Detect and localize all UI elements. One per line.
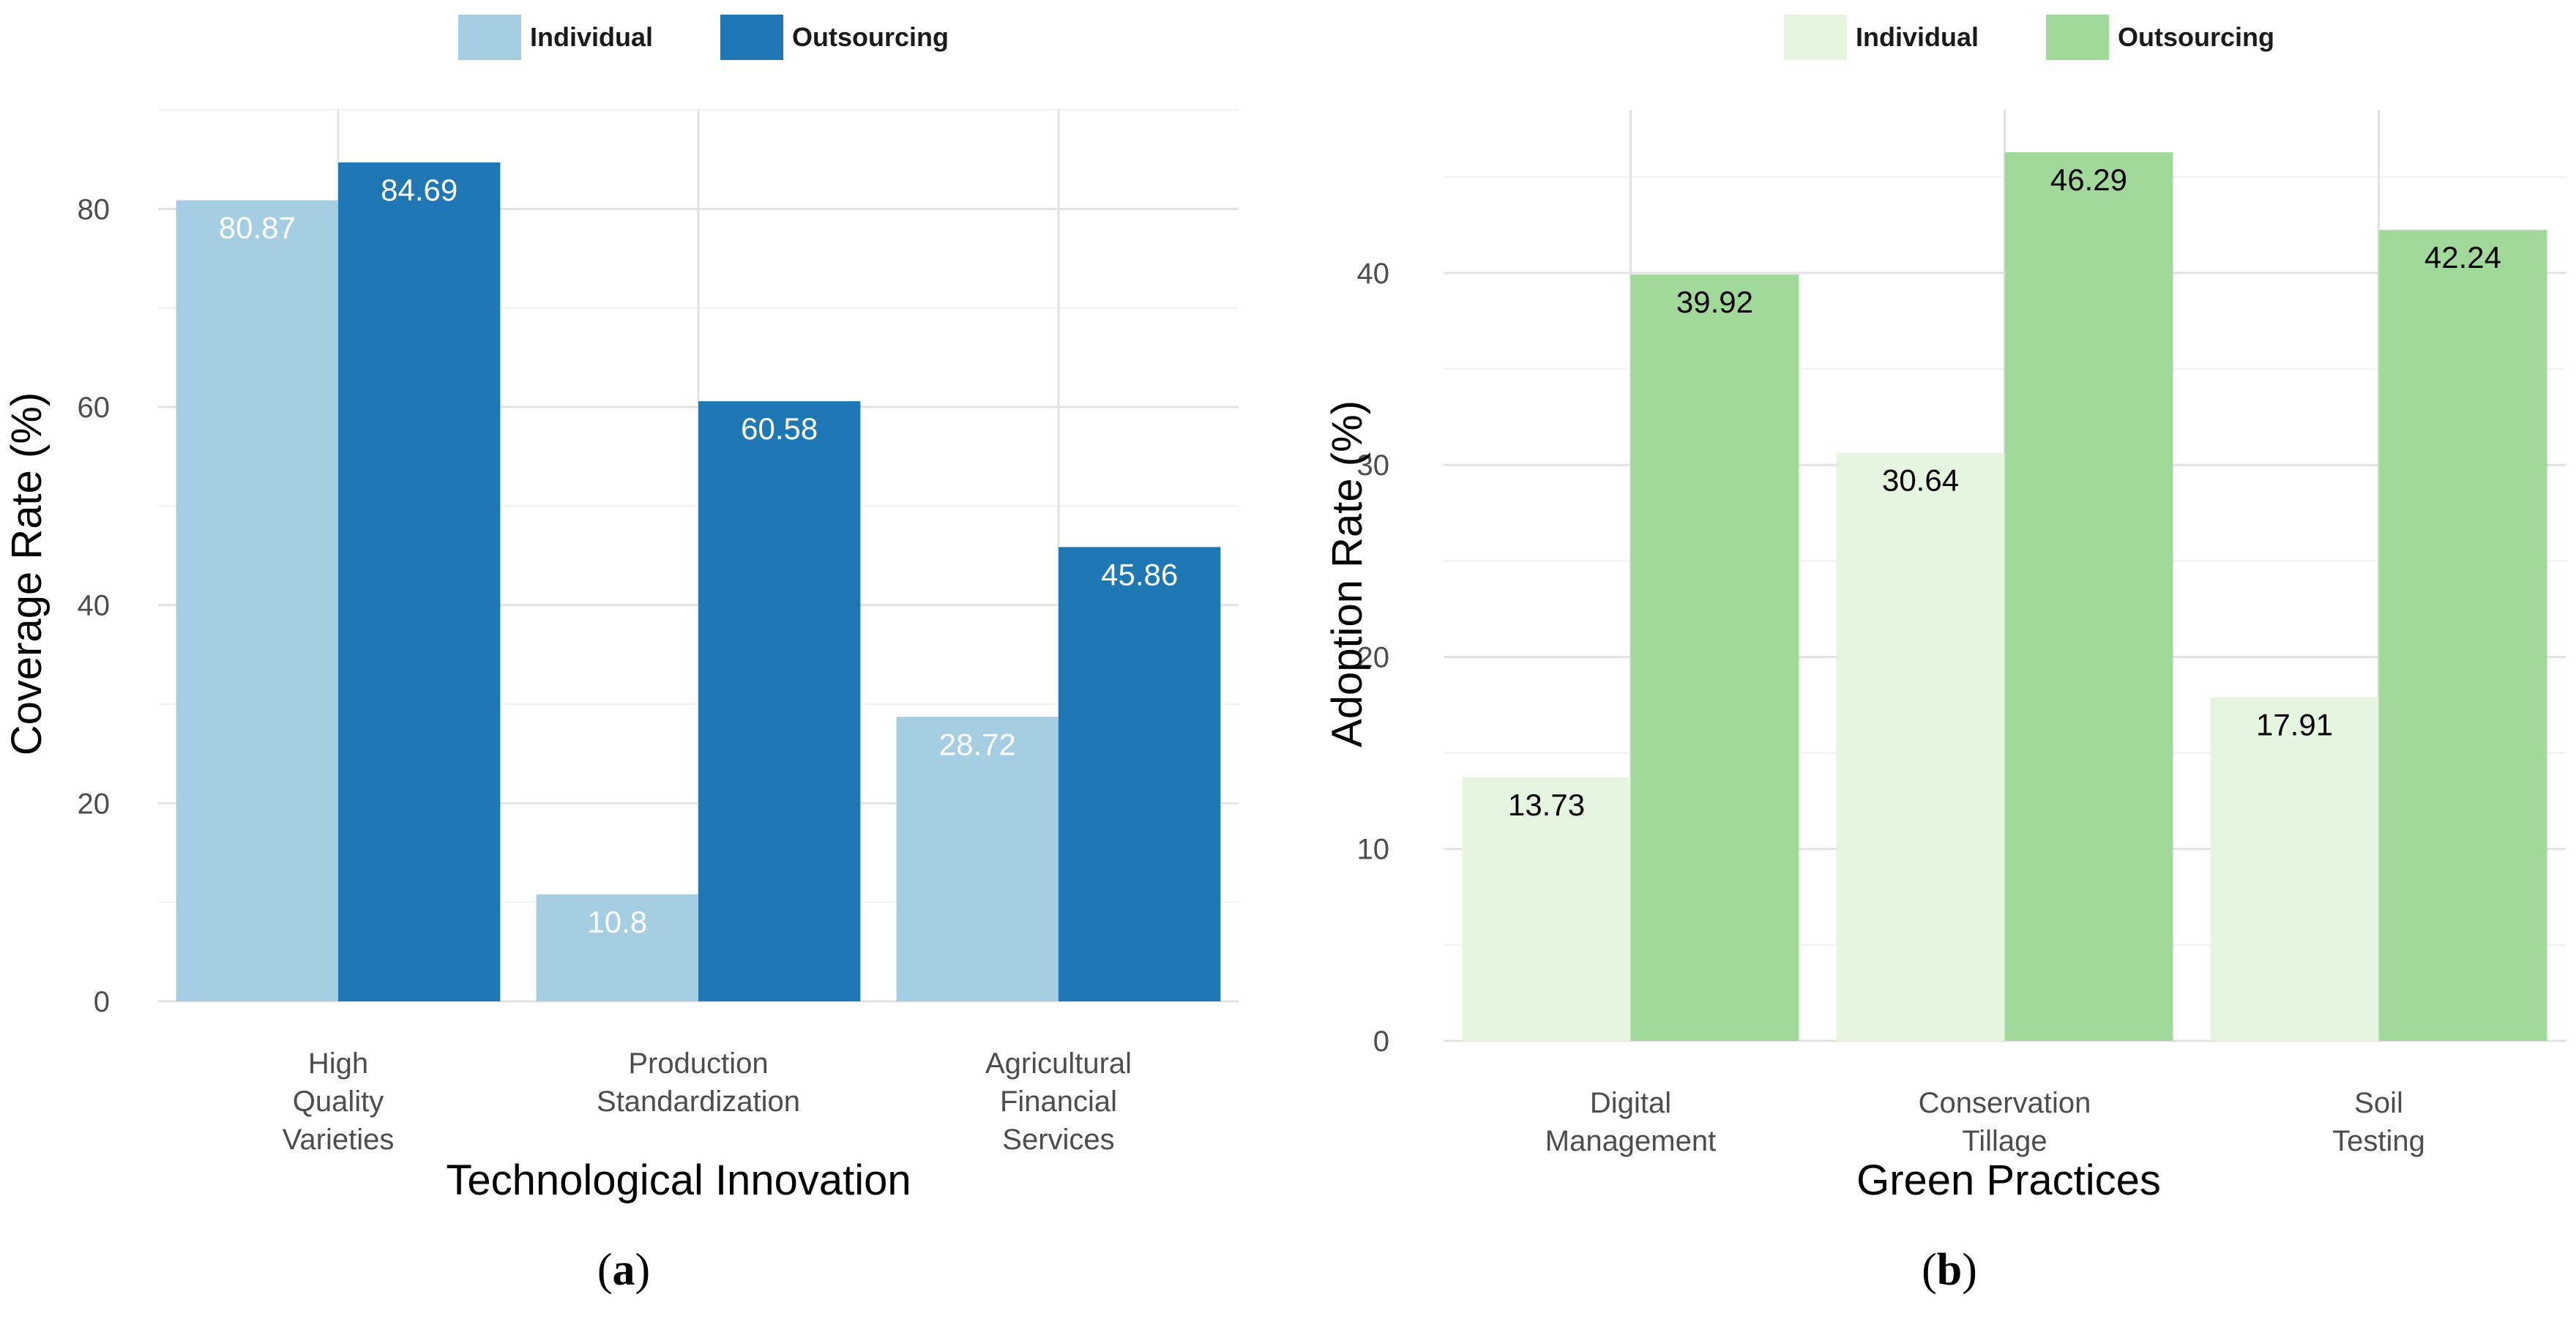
legend-label: Individual <box>530 22 653 52</box>
panel-label: (a) <box>597 1245 650 1295</box>
x-category-label: Soil <box>2354 1087 2403 1119</box>
x-category-label: Digital <box>1590 1087 1671 1119</box>
bar-individual-3 <box>2210 697 2379 1041</box>
y-tick-label: 60 <box>78 392 111 424</box>
chart-panel-a: 0 20 40 60 80 80.87 10.8 28.72 84.69 60.58 45.86 Hi… <box>3 15 1239 1295</box>
x-axis-title: Technological Innovation <box>446 1157 911 1204</box>
y-tick-label: 30 <box>1357 449 1390 482</box>
legend-label: Outsourcing <box>2118 22 2274 52</box>
x-category-label: Conservation <box>1919 1087 2091 1119</box>
bar-individual-2 <box>1836 452 2005 1041</box>
x-category-label: Management <box>1545 1125 1716 1157</box>
bar-outsourcing-3 <box>2378 230 2547 1041</box>
data-label: 17.91 <box>2256 707 2333 741</box>
bar-outsourcing-1 <box>1630 274 1799 1041</box>
y-tick-label: 20 <box>78 788 111 820</box>
x-category-label: Financial <box>1000 1086 1117 1118</box>
data-label: 13.73 <box>1508 788 1585 822</box>
bar-individual-3 <box>896 717 1059 1001</box>
y-tick-label: 20 <box>1357 641 1390 673</box>
data-label: 46.29 <box>2050 162 2127 197</box>
y-axis-title: Coverage Rate (%) <box>3 392 51 755</box>
data-label: 84.69 <box>381 173 458 207</box>
x-category-label: Standardization <box>597 1086 800 1118</box>
panel-label-close: ) <box>1962 1245 1977 1295</box>
bar-outsourcing-2 <box>698 401 861 1001</box>
legend-swatch-individual <box>458 15 521 60</box>
y-tick-label: 80 <box>78 193 111 225</box>
panel-label-letter: a <box>613 1245 635 1295</box>
data-label: 30.64 <box>1882 463 1959 497</box>
data-label: 80.87 <box>219 211 296 245</box>
legend-swatch-individual <box>1784 15 1847 60</box>
data-label: 28.72 <box>939 727 1016 761</box>
bar-outsourcing-1 <box>338 162 501 1001</box>
y-tick-label: 0 <box>1373 1025 1389 1058</box>
x-category-label: Services <box>1002 1124 1114 1156</box>
data-label: 45.86 <box>1101 557 1178 591</box>
legend: Individual Outsourcing <box>1784 15 2274 60</box>
panel-label-open: ( <box>597 1245 613 1295</box>
x-axis-title: Green Practices <box>1856 1157 2161 1204</box>
x-category-label: High <box>308 1047 368 1080</box>
y-tick-label: 40 <box>78 590 111 622</box>
chart-panel-b: 0 10 20 30 40 13.73 30.64 17.91 39.92 46.29 42.24 D… <box>1324 15 2566 1295</box>
legend-swatch-outsourcing <box>720 15 783 60</box>
legend-label: Outsourcing <box>792 22 949 52</box>
x-category-label: Tillage <box>1962 1125 2047 1157</box>
bar-individual-2 <box>536 894 698 1001</box>
bar-individual-1 <box>1462 777 1631 1041</box>
legend-swatch-outsourcing <box>2046 15 2109 60</box>
panel-label-open: ( <box>1922 1245 1937 1295</box>
x-category-label: Agricultural <box>985 1047 1132 1080</box>
x-category-label: Quality <box>293 1086 384 1118</box>
legend: Individual Outsourcing <box>458 15 949 60</box>
legend-label: Individual <box>1856 22 1979 52</box>
panel-label-close: ) <box>635 1245 651 1295</box>
data-label: 60.58 <box>741 411 818 446</box>
y-tick-label: 40 <box>1357 258 1390 290</box>
data-label: 42.24 <box>2424 240 2501 274</box>
y-axis-title: Adoption Rate (%) <box>1324 400 1371 747</box>
y-tick-label: 10 <box>1357 834 1390 866</box>
bar-outsourcing-3 <box>1059 547 1221 1001</box>
panel-label: (b) <box>1922 1245 1977 1295</box>
x-category-label: Varieties <box>283 1124 395 1156</box>
data-label: 39.92 <box>1676 285 1753 319</box>
bar-outsourcing-2 <box>2004 152 2173 1042</box>
x-category-label: Testing <box>2332 1125 2425 1157</box>
data-label: 10.8 <box>587 905 647 939</box>
x-category-label: Production <box>628 1047 768 1080</box>
y-tick-label: 0 <box>94 986 110 1018</box>
bar-individual-1 <box>176 200 338 1001</box>
panel-label-letter: b <box>1937 1245 1962 1295</box>
